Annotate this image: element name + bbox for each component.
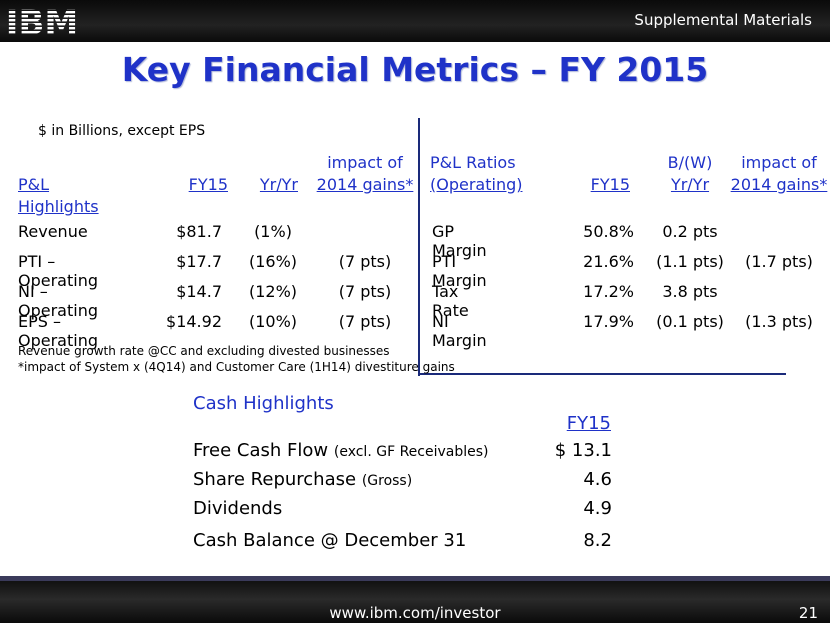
row-label: NI Margin xyxy=(432,312,487,350)
cash-highlights-title: Cash Highlights xyxy=(193,393,334,414)
section-label: Supplemental Materials xyxy=(634,11,812,29)
units-note: $ in Billions, except EPS xyxy=(38,123,206,139)
row-fy15: $17.7 xyxy=(176,252,222,271)
row-fy15: $14.7 xyxy=(176,282,222,301)
row-label: NI – Operating xyxy=(18,282,98,320)
row-label: GP Margin xyxy=(432,222,487,260)
pl-ratios-header-bw: B/(W) Yr/Yr xyxy=(667,153,713,194)
pl-highlights-header-label: P&L Highlights xyxy=(18,175,99,216)
row-fy15: 50.8% xyxy=(583,222,634,241)
row-label: EPS – Operating xyxy=(18,312,98,350)
row-impact: (7 pts) xyxy=(338,282,392,301)
ratios-bottom-rule xyxy=(418,373,786,375)
row-impact: (1.3 pts) xyxy=(745,312,813,331)
row-label: PTI Margin xyxy=(432,252,487,290)
cash-row: Dividends xyxy=(193,498,282,519)
investor-url[interactable]: www.ibm.com/investor xyxy=(329,604,501,622)
row-fy15: 17.9% xyxy=(583,312,634,331)
page-title: Key Financial Metrics – FY 2015 xyxy=(121,50,709,89)
row-fy15: $81.7 xyxy=(176,222,222,241)
row-fy15: 21.6% xyxy=(583,252,634,271)
footnote-impact: *impact of System x (4Q14) and Customer … xyxy=(18,360,455,374)
row-bw: (1.1 pts) xyxy=(656,252,724,271)
pl-highlights-header-yr: Yr/Yr xyxy=(259,175,298,194)
row-label: Revenue xyxy=(18,222,88,241)
cash-row-value: 8.2 xyxy=(583,530,612,551)
footer-rule xyxy=(0,576,830,581)
cash-row: Free Cash Flow (excl. GF Receivables) xyxy=(193,440,489,461)
cash-row-label: Free Cash Flow xyxy=(193,440,329,461)
cash-row-value: 4.9 xyxy=(583,498,612,519)
cash-row-value: 4.6 xyxy=(583,469,612,490)
row-yr: (12%) xyxy=(248,282,298,301)
footnote-revenue: Revenue growth rate @CC and excluding di… xyxy=(18,344,390,358)
row-impact: (1.7 pts) xyxy=(745,252,813,271)
row-bw: (0.1 pts) xyxy=(656,312,724,331)
pl-ratios-header-label: P&L Ratios (Operating) xyxy=(430,153,523,194)
row-yr: (10%) xyxy=(248,312,298,331)
row-fy15: $14.92 xyxy=(166,312,222,331)
row-yr: (1%) xyxy=(254,222,292,241)
pl-ratios-header-fy15: FY15 xyxy=(590,175,630,194)
pl-ratios-header-impact: impact of 2014 gains* xyxy=(730,153,828,194)
row-fy15: 17.2% xyxy=(583,282,634,301)
row-label: Tax Rate xyxy=(432,282,469,320)
top-banner: IBM Supplemental Materials xyxy=(0,0,830,42)
cash-row: Share Repurchase (Gross) xyxy=(193,469,412,490)
row-impact: (7 pts) xyxy=(338,252,392,271)
svg-text:IBM: IBM xyxy=(6,3,78,39)
cash-row-label: Cash Balance @ December 31 xyxy=(193,530,467,551)
row-bw: 3.8 pts xyxy=(662,282,718,301)
cash-row-note: (Gross) xyxy=(361,473,413,489)
cash-row-label: Share Repurchase xyxy=(193,469,357,490)
cash-row-note: (excl. GF Receivables) xyxy=(333,444,489,460)
footer-bar xyxy=(0,576,830,623)
row-impact: (7 pts) xyxy=(338,312,392,331)
column-divider xyxy=(418,118,420,376)
row-yr: (16%) xyxy=(248,252,298,271)
pl-highlights-header-fy15: FY15 xyxy=(188,175,228,194)
cash-row-label: Dividends xyxy=(193,498,283,519)
cash-row: Cash Balance @ December 31 xyxy=(193,530,466,551)
row-label: PTI – Operating xyxy=(18,252,98,290)
page-number: 21 xyxy=(798,604,818,622)
pl-highlights-header-impact: impact of 2014 gains* xyxy=(316,153,414,194)
cash-row-value: $ 13.1 xyxy=(554,440,612,461)
cash-fy15-header: FY15 xyxy=(566,413,611,434)
row-bw: 0.2 pts xyxy=(662,222,718,241)
ibm-logo: IBM xyxy=(6,3,78,39)
